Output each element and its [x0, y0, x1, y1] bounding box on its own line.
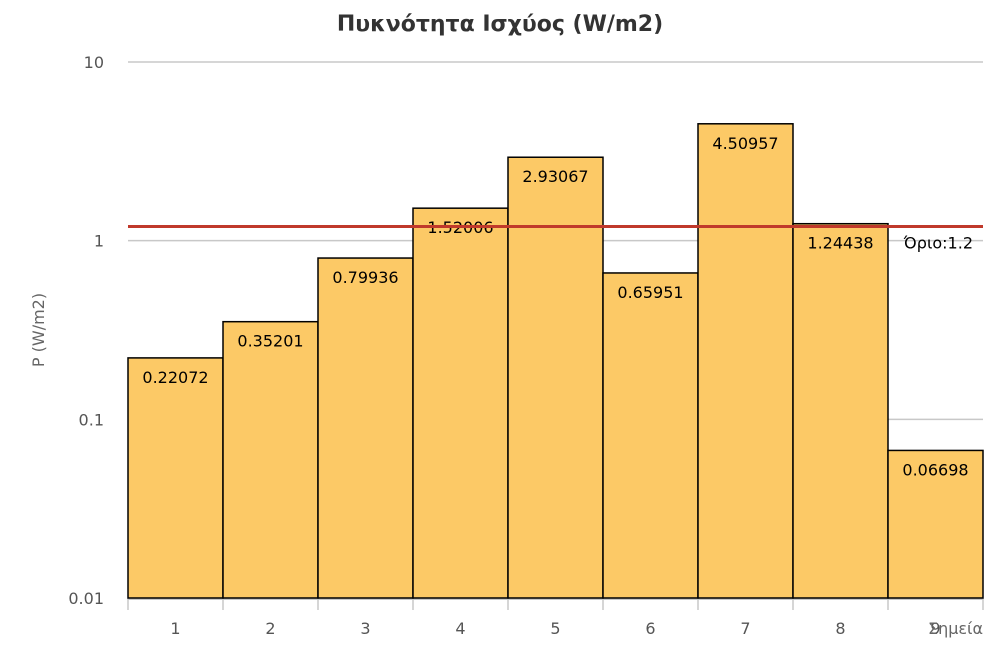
bar-2	[222, 320, 319, 599]
bar-7	[697, 123, 794, 599]
threshold-label: Όριο:1.2	[903, 234, 973, 253]
value-label: 0.79936	[332, 268, 398, 287]
y-tick-labels: 0.01 0.1 1 10	[68, 53, 104, 608]
y-axis-title: P (W/m2)	[29, 293, 48, 367]
y-tick-label: 10	[84, 53, 104, 72]
value-label: 0.06698	[902, 460, 968, 479]
x-tick-label: 7	[740, 619, 750, 638]
x-tick-label: 2	[265, 619, 275, 638]
bars	[127, 123, 984, 599]
x-tick-label: 9	[930, 619, 940, 638]
x-tick-labels: 1 2 3 4 5 6 7 8 9	[170, 619, 940, 638]
value-label: 0.35201	[237, 332, 303, 351]
y-tick-label: 1	[94, 232, 104, 251]
value-label: 2.93067	[522, 167, 588, 186]
x-axis-title: Σημεία	[928, 619, 983, 638]
x-tick-label: 1	[170, 619, 180, 638]
x-tick-label: 6	[645, 619, 655, 638]
bar-6	[602, 272, 699, 599]
bar-9	[887, 449, 984, 599]
x-tick-label: 5	[550, 619, 560, 638]
value-labels: 0.220720.352010.799361.520062.930670.659…	[142, 134, 968, 480]
x-tick-label: 3	[360, 619, 370, 638]
bar-3	[317, 257, 414, 599]
value-label: 1.24438	[807, 234, 873, 253]
bar-4	[412, 207, 509, 599]
value-label: 0.65951	[617, 283, 683, 302]
x-tick-label: 4	[455, 619, 465, 638]
y-tick-label: 0.01	[68, 589, 104, 608]
bar-5	[507, 156, 604, 599]
x-tick-label: 8	[835, 619, 845, 638]
bar-8	[792, 222, 889, 599]
y-tick-label: 0.1	[79, 410, 104, 429]
chart-title: Πυκνότητα Ισχύος (W/m2)	[336, 12, 664, 37]
value-label: 4.50957	[712, 134, 778, 153]
value-label: 0.22072	[142, 368, 208, 387]
bar-1	[127, 357, 224, 599]
